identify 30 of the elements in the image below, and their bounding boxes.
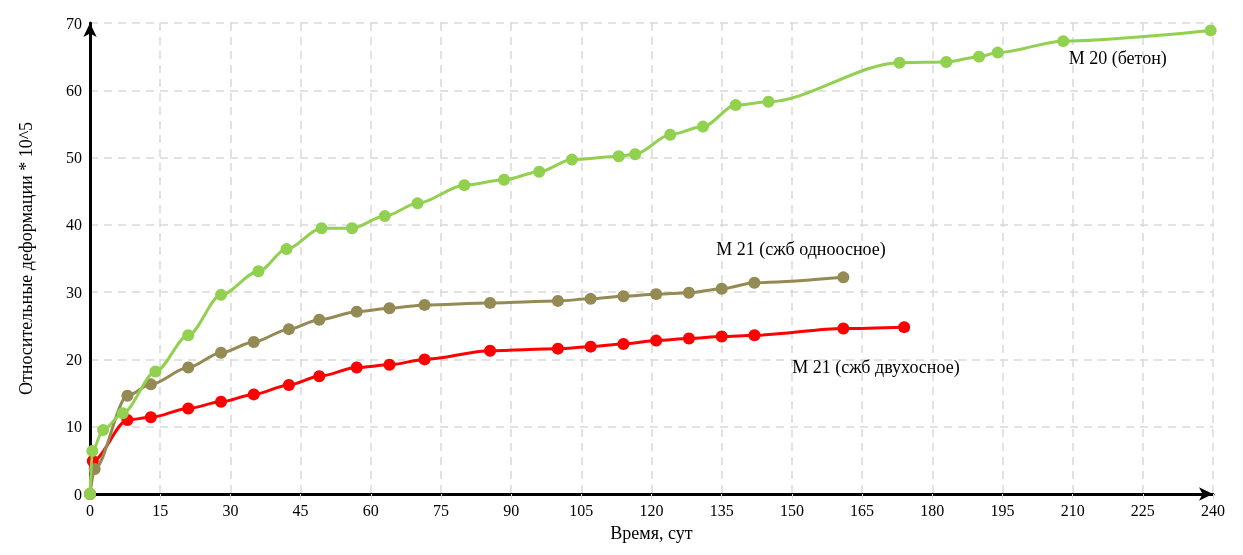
y-tick-label: 30 [66,283,82,301]
x-tick-label: 150 [779,501,804,519]
series-label: M 21 (сжб двухосное) [792,357,960,379]
x-tick-label: 0 [86,501,94,519]
y-tick-label: 60 [66,81,82,99]
x-tick-label: 45 [292,501,309,519]
x-tick-label: 240 [1201,501,1225,519]
series-label: M 20 (бетон) [1068,48,1167,70]
x-tick-label: 90 [503,501,520,519]
series-label: M 21 (сжб одноосное) [716,239,886,261]
x-tick-label: 60 [362,501,379,519]
x-tick-label: 210 [1060,501,1085,519]
y-tick-label: 10 [66,418,82,436]
x-tick-label: 195 [990,501,1015,519]
x-tick-label: 225 [1130,501,1155,519]
y-tick-label: 40 [66,216,82,234]
y-tick-label: 70 [66,14,82,32]
x-tick-label: 180 [920,501,945,519]
x-tick-label: 120 [639,501,664,519]
x-tick-label: 105 [569,501,594,519]
y-tick-label: 20 [66,350,82,368]
y-tick-label: 0 [74,485,82,503]
x-tick-label: 30 [222,501,239,519]
x-tick-label: 15 [152,501,169,519]
x-tick-label: 135 [709,501,734,519]
x-tick-label: 165 [850,501,875,519]
x-axis-title: Время, сут [610,523,693,543]
y-tick-label: 50 [66,149,82,167]
x-tick-label: 75 [432,501,449,519]
y-axis-title: Относительные деформации * 10^5 [16,121,36,396]
